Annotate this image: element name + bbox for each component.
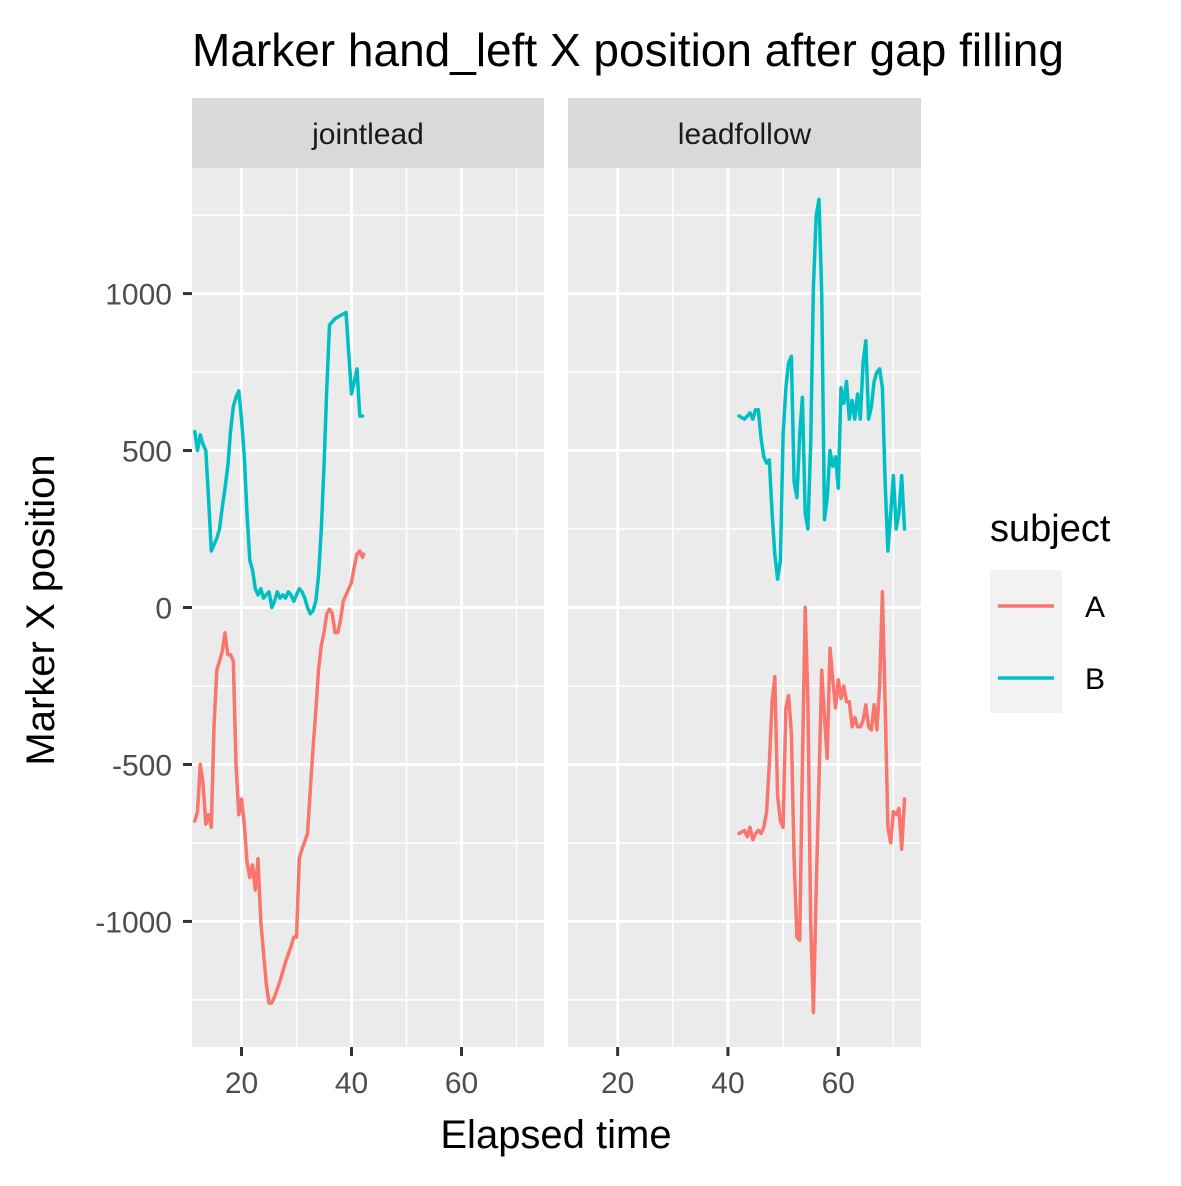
facets-layer: jointlead 20 40 60 leadfollow 20 40 60 [192, 98, 921, 1100]
legend-label: A [1085, 591, 1105, 624]
x-tick-label: 60 [445, 1067, 478, 1100]
facet-strip [192, 98, 544, 168]
y-tick-label: 0 [155, 593, 172, 626]
y-tick-label: -1000 [95, 906, 172, 939]
y-tick-label: 1000 [105, 279, 172, 312]
legend-items: AB [990, 570, 1105, 713]
facet-strip-label: leadfollow [678, 118, 812, 151]
facet-panel-leadfollow: leadfollow 20 40 60 [568, 98, 921, 1100]
y-axis-label: Marker X position [19, 454, 63, 765]
x-tick-label: 20 [601, 1067, 634, 1100]
facet-strip [568, 98, 921, 168]
x-tick-label: 60 [822, 1067, 855, 1100]
legend-title: subject [990, 508, 1111, 550]
facet-strip-label: jointlead [311, 118, 424, 151]
x-tick-label: 40 [335, 1067, 368, 1100]
x-tick-label: 20 [225, 1067, 258, 1100]
legend: subject AB [990, 508, 1111, 713]
y-tick-label: 500 [122, 436, 172, 469]
x-tick-label: 40 [711, 1067, 744, 1100]
x-axis-label: Elapsed time [440, 1113, 671, 1157]
legend-label: B [1085, 663, 1105, 696]
series-line-A [193, 549, 366, 1005]
y-axis: -1000 -500 0 500 1000 [95, 279, 192, 939]
legend-key-background [990, 570, 1062, 713]
facet-panel-jointlead: jointlead 20 40 60 [192, 98, 544, 1100]
series-line-B [737, 197, 907, 581]
series-line-A [737, 590, 907, 1015]
chart-title: Marker hand_left X position after gap fi… [192, 24, 1064, 76]
series-line-B [193, 310, 365, 616]
y-tick-label: -500 [112, 749, 172, 782]
